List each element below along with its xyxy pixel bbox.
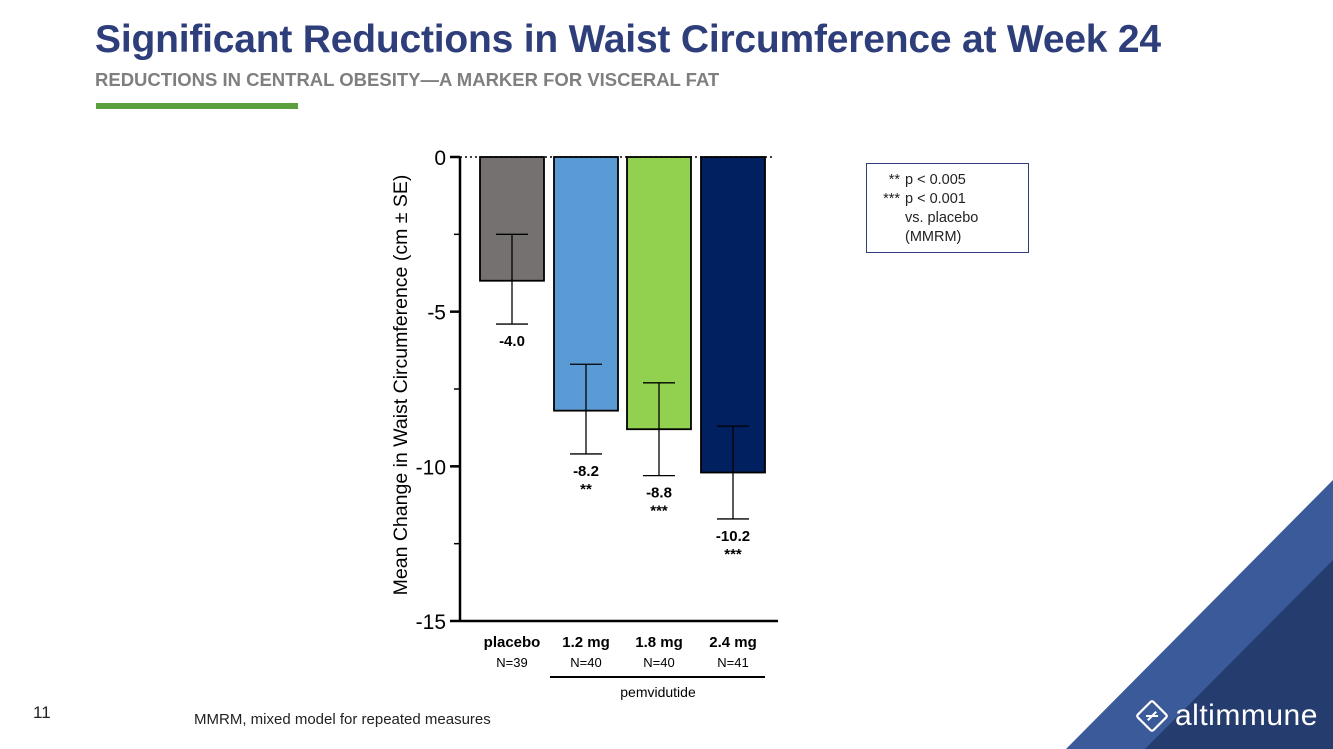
- x-category-label: 1.8 mg: [635, 634, 683, 651]
- pvalue-legend-row: (MMRM): [867, 228, 1028, 247]
- x-n-label: N=41: [717, 655, 748, 670]
- pvalue-legend-stars: ***: [883, 191, 900, 207]
- x-n-label: N=40: [570, 655, 601, 670]
- altimmune-logo-text: altimmune: [1175, 699, 1318, 732]
- pvalue-legend-text: p < 0.005: [905, 172, 966, 188]
- x-n-label: N=40: [643, 655, 674, 670]
- footnote: MMRM, mixed model for repeated measures: [194, 711, 491, 728]
- bar-24-mg: [700, 156, 766, 474]
- pvalue-legend-text: (MMRM): [905, 229, 962, 245]
- y-tick-label: 0: [434, 147, 446, 170]
- pvalue-legend-row: vs. placebo: [867, 209, 1028, 228]
- significance-label: **: [580, 481, 592, 498]
- corner-triangle-dark: [1145, 560, 1333, 749]
- pvalue-legend: ** p < 0.005 *** p < 0.001 vs. placebo (MMRM): [866, 163, 1029, 253]
- altimmune-logo-icon: [1136, 700, 1168, 732]
- y-tick-label: -15: [416, 611, 446, 634]
- x-category-label: 2.4 mg: [709, 634, 757, 651]
- pvalue-legend-text: p < 0.001: [905, 191, 966, 207]
- bar-value-label: -8.2: [573, 463, 599, 480]
- pvalue-legend-stars: **: [888, 172, 900, 188]
- x-n-label: N=39: [496, 655, 527, 670]
- pemvidutide-group-label: pemvidutide: [620, 684, 696, 700]
- bar-value-label: -4.0: [499, 333, 525, 350]
- y-axis-label: Mean Change in Waist Circumference (cm ±…: [390, 175, 412, 596]
- significance-label: ***: [650, 503, 668, 520]
- altimmune-logo: altimmune: [1135, 698, 1318, 734]
- pvalue-legend-row: ** p < 0.005: [867, 171, 1028, 190]
- pvalue-legend-text: vs. placebo: [905, 210, 979, 226]
- x-category-label: 1.2 mg: [562, 634, 610, 651]
- y-tick-label: -10: [416, 456, 446, 479]
- accent-rule: [96, 103, 298, 109]
- slide-number: 11: [33, 703, 51, 722]
- slide-subtitle: REDUCTIONS IN CENTRAL OBESITY—A MARKER F…: [95, 69, 720, 90]
- significance-label: ***: [724, 546, 742, 563]
- slide-title: Significant Reductions in Waist Circumfe…: [95, 18, 1161, 61]
- pvalue-legend-row: *** p < 0.001: [867, 190, 1028, 209]
- y-tick-label: -5: [427, 302, 446, 325]
- bar-value-label: -8.8: [646, 485, 672, 502]
- x-category-label: placebo: [484, 634, 541, 651]
- bar-value-label: -10.2: [716, 528, 750, 545]
